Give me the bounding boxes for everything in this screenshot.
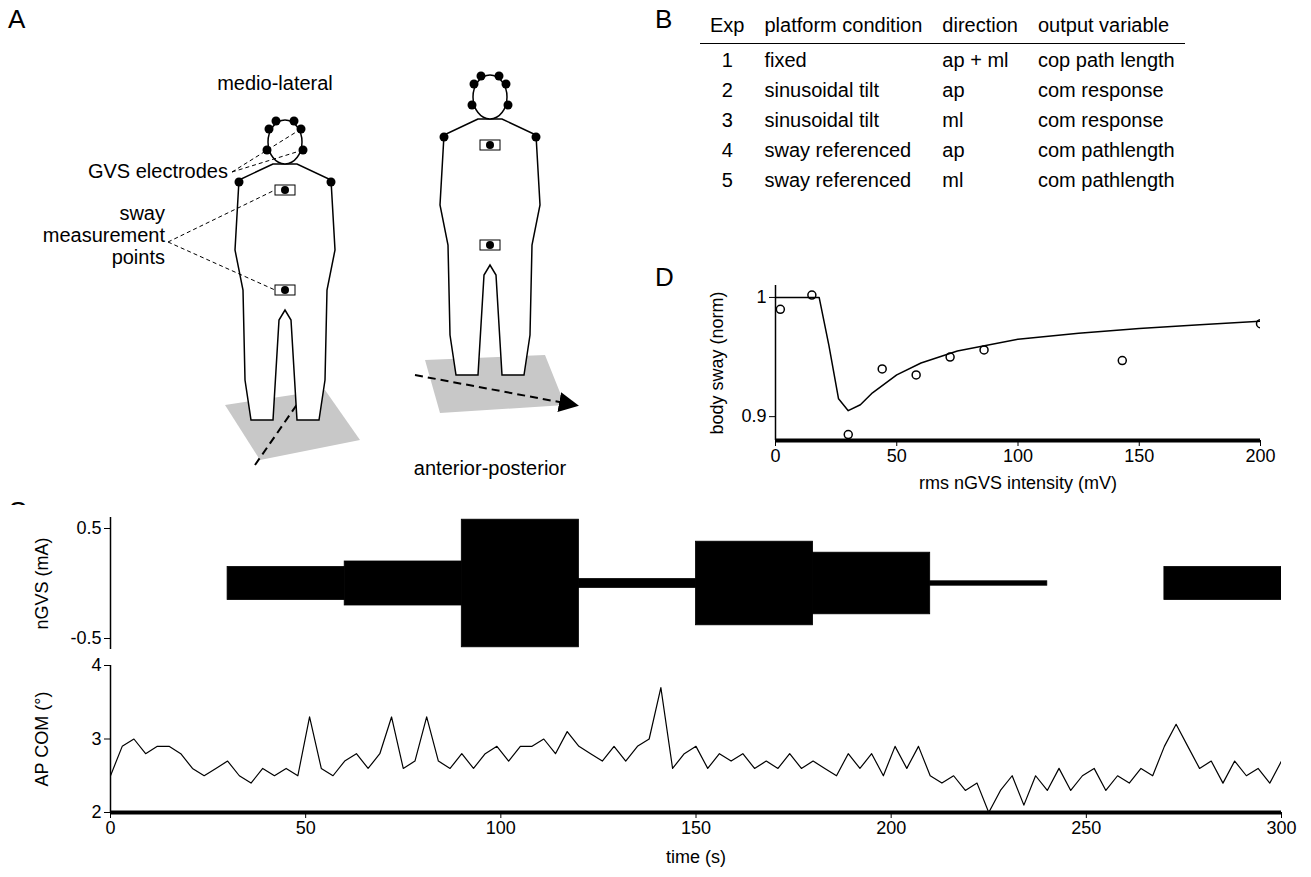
svg-text:3: 3	[91, 729, 101, 749]
html-text:cop path length: cop path length	[1038, 49, 1175, 71]
html-text:A: A	[8, 4, 26, 34]
html-text:ml: ml	[942, 169, 964, 191]
svg-text:nGVS (mA): nGVS (mA)	[32, 537, 52, 629]
html-text:com pathlength: com pathlength	[1038, 169, 1175, 191]
html-text:ml: ml	[942, 109, 964, 131]
html-text:D: D	[655, 262, 674, 292]
html-text:ap + ml: ap + ml	[942, 49, 1009, 71]
svg-text:250: 250	[1071, 818, 1101, 838]
html-text:com pathlength: com pathlength	[1038, 139, 1175, 161]
svg-text:0.5: 0.5	[76, 518, 101, 538]
html-text:output variable: output variable	[1038, 14, 1170, 36]
svg-text:0: 0	[770, 446, 780, 466]
svg-text:100: 100	[1003, 446, 1033, 466]
html-text:sway referenced: sway referenced	[764, 169, 912, 191]
svg-text:rms nGVS intensity (mV): rms nGVS intensity (mV)	[919, 473, 1117, 493]
html-text:Exp: Exp	[710, 14, 745, 36]
svg-text:0: 0	[105, 818, 115, 838]
html-text:4: 4	[721, 139, 733, 161]
html-text:2: 2	[721, 79, 733, 101]
html-text:B: B	[655, 4, 673, 34]
html-text:sway referenced: sway referenced	[764, 139, 912, 161]
html-text:platform condition: platform condition	[764, 14, 923, 36]
svg-text:1: 1	[756, 287, 766, 307]
html-text:sinusoidal tilt: sinusoidal tilt	[764, 109, 879, 131]
html-text:com response: com response	[1038, 109, 1164, 131]
html-text:3: 3	[721, 109, 733, 131]
html-text:ap: ap	[942, 79, 965, 101]
svg-text:GVS electrodes: GVS electrodes	[88, 160, 228, 182]
html-text:direction: direction	[942, 14, 1018, 36]
html-text:com response: com response	[1038, 79, 1164, 101]
svg-text:300: 300	[1266, 818, 1296, 838]
svg-text:medio-lateral: medio-lateral	[217, 72, 333, 94]
svg-text:200: 200	[876, 818, 906, 838]
svg-text:50: 50	[887, 446, 907, 466]
svg-text:150: 150	[681, 818, 711, 838]
html-text:5: 5	[721, 169, 733, 191]
svg-text:150: 150	[1124, 446, 1154, 466]
svg-text:AP COM (°): AP COM (°)	[32, 692, 52, 787]
svg-text:50: 50	[296, 818, 316, 838]
html-text:C: C	[8, 496, 27, 526]
svg-text:0.9: 0.9	[741, 406, 766, 426]
svg-text:anterior-posterior: anterior-posterior	[414, 457, 567, 479]
svg-text:swaymeasurementpoints: swaymeasurementpoints	[43, 202, 166, 268]
svg-text:body sway (norm): body sway (norm)	[707, 291, 727, 434]
svg-text:200: 200	[1245, 446, 1275, 466]
svg-text:time (s): time (s)	[666, 847, 726, 867]
svg-text:100: 100	[486, 818, 516, 838]
svg-text:4: 4	[91, 655, 101, 675]
html-text:1: 1	[721, 49, 733, 71]
html-text:fixed: fixed	[764, 49, 807, 71]
html-text:ap: ap	[942, 139, 965, 161]
svg-text:-0.5: -0.5	[70, 628, 101, 648]
html-text:sinusoidal tilt: sinusoidal tilt	[764, 79, 879, 101]
svg-text:2: 2	[91, 802, 101, 822]
